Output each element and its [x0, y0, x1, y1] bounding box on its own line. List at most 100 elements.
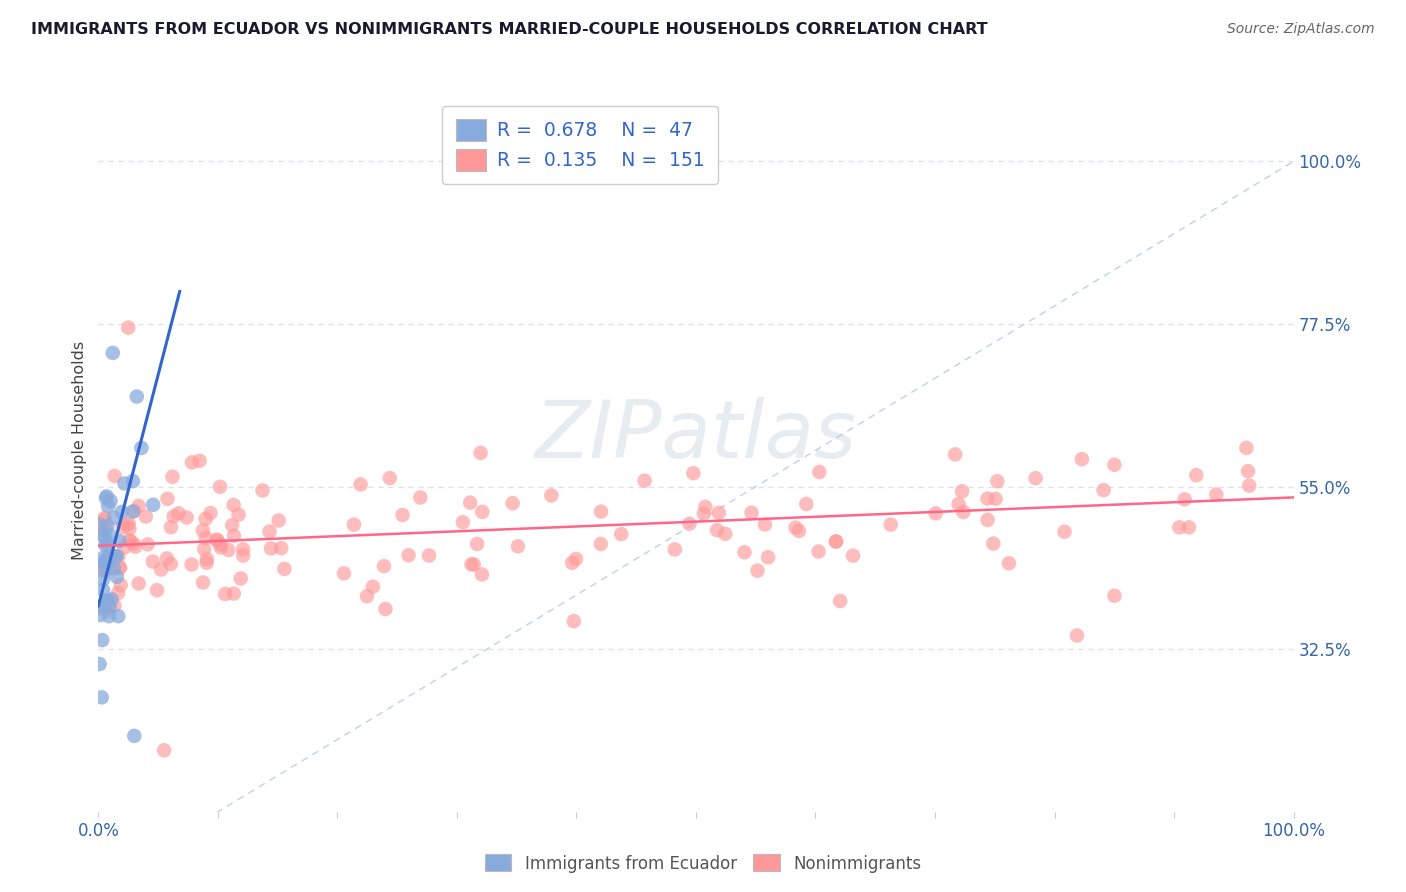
Point — [1025, 471, 1047, 485]
Point — [93, 513, 115, 527]
Point — [153, 743, 176, 757]
Point — [981, 536, 1004, 550]
Point — [794, 497, 817, 511]
Point — [94, 563, 117, 577]
Point — [1178, 520, 1201, 534]
Point — [195, 552, 218, 566]
Point — [787, 524, 810, 538]
Point — [96, 594, 118, 608]
Point — [756, 550, 779, 565]
Legend: R =  0.678    N =  47, R =  0.135    N =  151: R = 0.678 N = 47, R = 0.135 N = 151 — [443, 106, 717, 184]
Point — [943, 447, 966, 461]
Point — [1168, 520, 1191, 534]
Point — [221, 518, 243, 533]
Point — [741, 506, 763, 520]
Point — [176, 510, 198, 524]
Point — [94, 538, 117, 552]
Point — [194, 512, 217, 526]
Point — [1104, 589, 1126, 603]
Point — [110, 578, 132, 592]
Point — [259, 524, 281, 539]
Point — [664, 542, 686, 557]
Point — [540, 488, 562, 502]
Point — [111, 520, 134, 534]
Point — [103, 510, 125, 524]
Point — [222, 529, 245, 543]
Point — [108, 533, 131, 548]
Point — [162, 469, 184, 483]
Point — [825, 534, 848, 549]
Point — [115, 517, 138, 532]
Point — [108, 560, 131, 574]
Text: Source: ZipAtlas.com: Source: ZipAtlas.com — [1227, 22, 1375, 37]
Point — [228, 508, 250, 522]
Point — [128, 499, 150, 513]
Point — [96, 593, 118, 607]
Point — [146, 583, 169, 598]
Point — [97, 556, 120, 570]
Point — [976, 513, 998, 527]
Point — [107, 549, 129, 564]
Point — [98, 599, 121, 614]
Point — [217, 543, 239, 558]
Point — [191, 524, 214, 538]
Point — [142, 498, 165, 512]
Point — [125, 390, 148, 404]
Point — [112, 541, 135, 555]
Point — [91, 572, 114, 586]
Point — [188, 454, 211, 468]
Point — [89, 657, 111, 671]
Point — [107, 609, 129, 624]
Point — [98, 609, 121, 624]
Point — [180, 558, 202, 572]
Point — [451, 515, 474, 529]
Point — [824, 534, 846, 549]
Point — [565, 552, 588, 566]
Point — [785, 520, 807, 534]
Point — [948, 497, 970, 511]
Point — [205, 533, 228, 547]
Point — [471, 505, 494, 519]
Point — [103, 599, 125, 613]
Point — [952, 505, 974, 519]
Point — [93, 511, 115, 525]
Point — [695, 500, 717, 514]
Point — [808, 465, 831, 479]
Point — [118, 533, 141, 548]
Point — [121, 504, 143, 518]
Point — [252, 483, 274, 498]
Point — [100, 494, 122, 508]
Point — [232, 542, 254, 557]
Point — [460, 558, 482, 572]
Point — [356, 589, 378, 603]
Point — [1070, 452, 1092, 467]
Point — [142, 554, 165, 568]
Point — [984, 491, 1007, 506]
Point — [103, 561, 125, 575]
Point — [463, 558, 485, 572]
Point — [96, 537, 118, 551]
Point — [93, 550, 115, 565]
Point — [208, 480, 231, 494]
Point — [1185, 468, 1208, 483]
Point — [94, 521, 117, 535]
Point — [124, 504, 146, 518]
Point — [93, 558, 115, 573]
Point — [714, 526, 737, 541]
Point — [260, 541, 283, 556]
Point — [91, 529, 114, 543]
Point — [89, 601, 111, 615]
Point — [193, 542, 215, 557]
Point — [734, 545, 756, 559]
Point — [880, 517, 903, 532]
Point — [589, 505, 612, 519]
Point — [94, 557, 117, 571]
Point — [131, 441, 153, 455]
Point — [391, 508, 413, 522]
Point — [976, 491, 998, 506]
Point — [89, 608, 111, 623]
Legend: Immigrants from Ecuador, Nonimmigrants: Immigrants from Ecuador, Nonimmigrants — [478, 847, 928, 880]
Point — [122, 536, 145, 550]
Point — [465, 537, 488, 551]
Point — [706, 523, 728, 537]
